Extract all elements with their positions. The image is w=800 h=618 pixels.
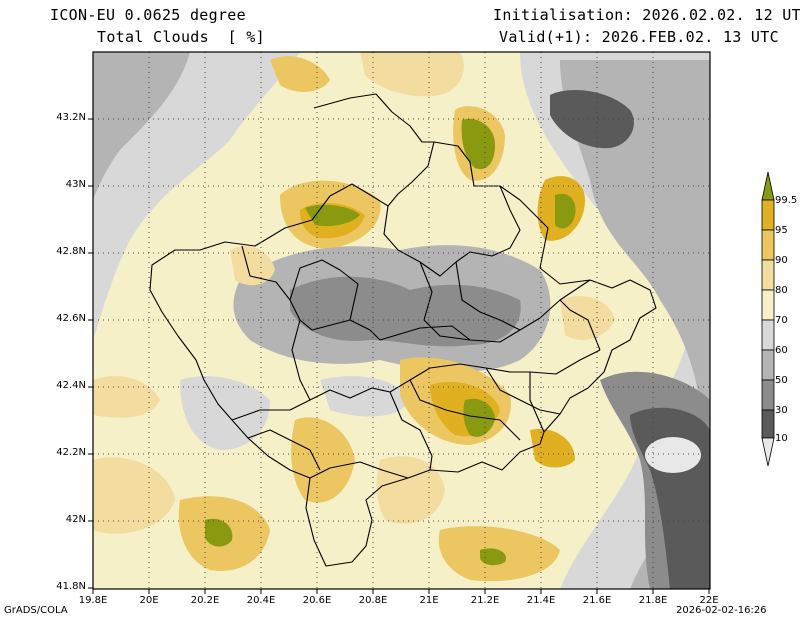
lat-tick-label: 42.2N xyxy=(56,447,86,458)
lon-tick-label: 21.4E xyxy=(526,595,556,606)
country-border xyxy=(149,141,657,567)
init-time: Initialisation: 2026.02.02. 12 UTC xyxy=(493,6,800,24)
legend-label: 70 xyxy=(775,315,788,326)
legend-label: 90 xyxy=(775,255,788,266)
lat-tick-label: 42.4N xyxy=(56,380,86,391)
legend-swatch-top xyxy=(761,171,775,201)
legend-label: 99.5 xyxy=(775,195,798,206)
lon-tick-label: 21E xyxy=(419,595,439,606)
lon-tick-label: 22E xyxy=(699,595,719,606)
lat-tick-label: 43N xyxy=(65,179,86,190)
legend-label: 95 xyxy=(775,225,788,236)
grads-credit: GrADS/COLA xyxy=(4,605,68,616)
lat-tick-label: 42.8N xyxy=(56,246,86,257)
legend-colorbar xyxy=(761,171,775,467)
variable-title: Total Clouds [ %] xyxy=(97,28,265,46)
legend-label: 60 xyxy=(775,345,788,356)
render-timestamp: 2026-02-02-16:26 xyxy=(676,605,767,616)
lat-tick-label: 41.8N xyxy=(56,581,86,592)
lon-tick-label: 21.8E xyxy=(638,595,668,606)
legend-swatch-bottom xyxy=(761,437,775,467)
lat-tick-label: 42N xyxy=(65,514,86,525)
legend-label: 30 xyxy=(775,405,788,416)
lon-tick-label: 20.6E xyxy=(302,595,332,606)
model-title: ICON-EU 0.0625 degree xyxy=(50,6,246,24)
lon-tick-label: 21.2E xyxy=(470,595,500,606)
legend-label: 10 xyxy=(775,433,788,444)
lon-tick-label: 20.2E xyxy=(190,595,220,606)
lat-tick-label: 43.2N xyxy=(56,112,86,123)
lon-tick-label: 19.8E xyxy=(78,595,108,606)
legend-label: 80 xyxy=(775,285,788,296)
lon-tick-label: 20.4E xyxy=(246,595,276,606)
legend-label: 50 xyxy=(775,375,788,386)
lon-tick-label: 20E xyxy=(139,595,159,606)
lon-tick-label: 21.6E xyxy=(582,595,612,606)
lon-tick-label: 20.8E xyxy=(358,595,388,606)
valid-time: Valid(+1): 2026.FEB.02. 13 UTC xyxy=(499,28,779,46)
lat-tick-label: 42.6N xyxy=(56,313,86,324)
